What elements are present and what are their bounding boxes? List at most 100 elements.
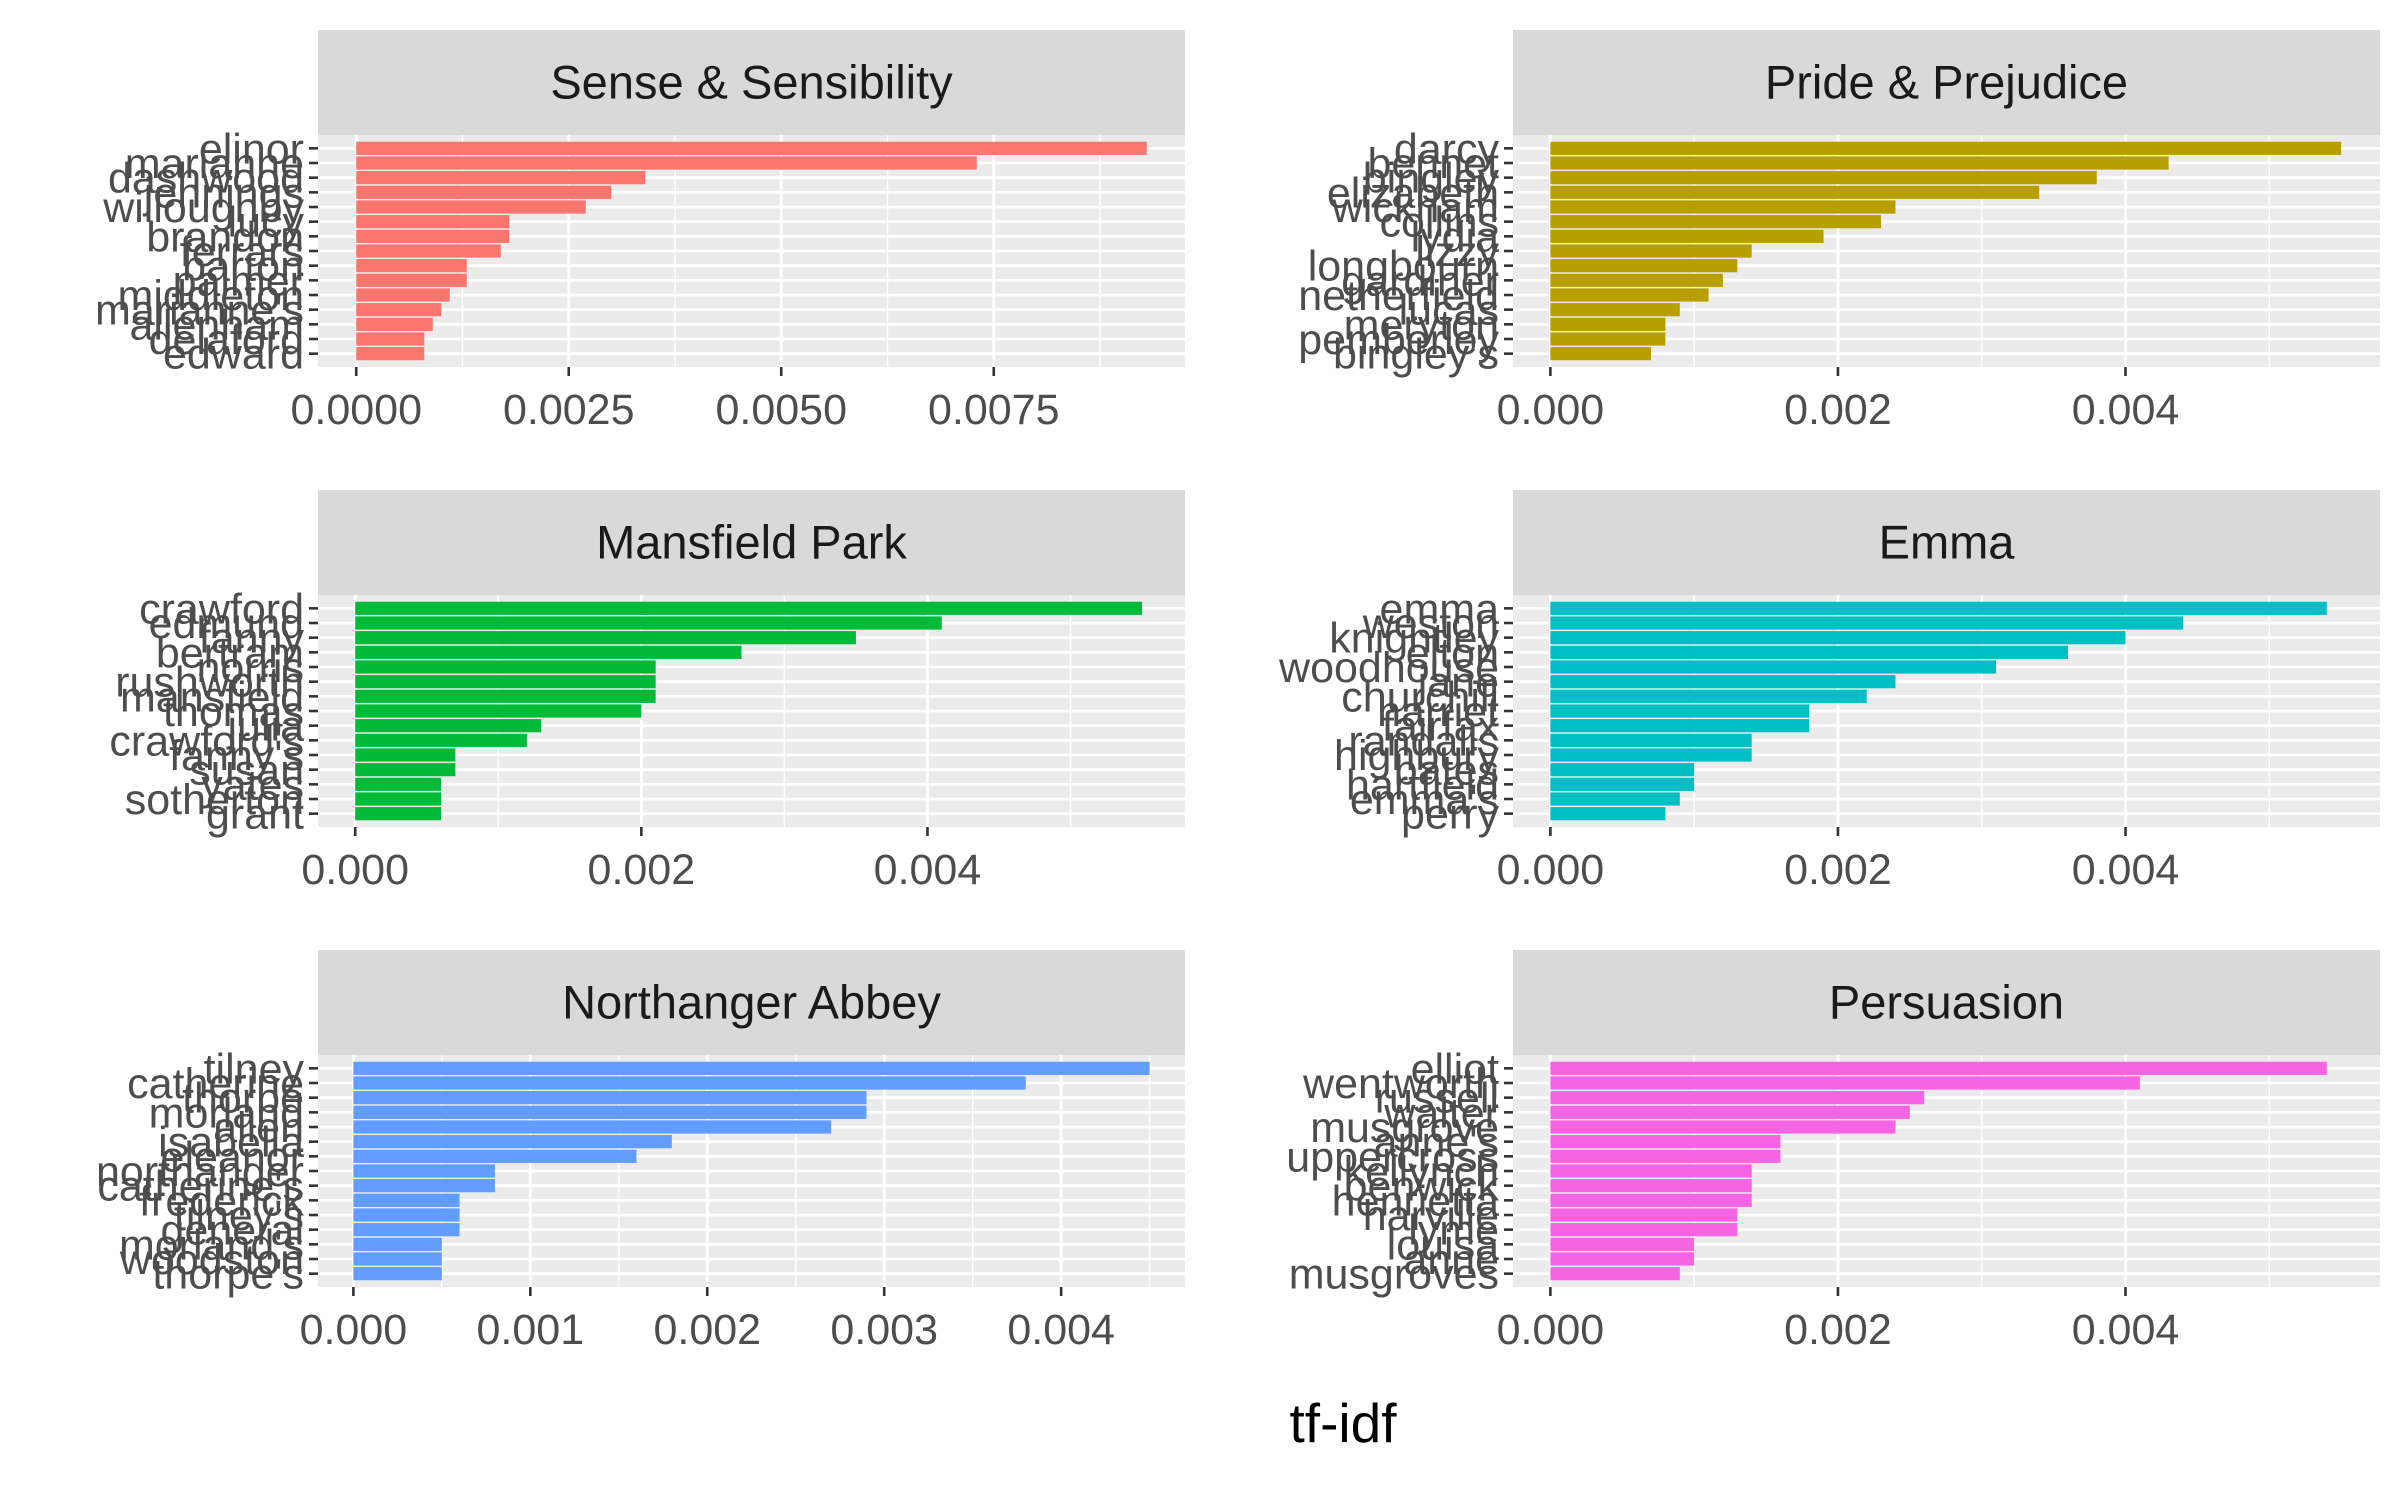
bar-palmer <box>356 273 467 287</box>
y-tick-label: norris <box>196 644 304 692</box>
bar-jennings <box>356 185 612 199</box>
bar-jane <box>1550 675 1896 689</box>
bar-ferrars <box>356 244 501 258</box>
y-tick-label: highbury <box>1334 732 1499 780</box>
bar-fairfax <box>1550 719 1810 733</box>
bar-elliot <box>1550 1061 2327 1075</box>
y-tick-label: lucy <box>228 199 305 247</box>
bar-crawford's <box>355 733 527 747</box>
facet-strip <box>318 30 1185 135</box>
x-tick-label: 0.004 <box>1007 1306 1115 1354</box>
x-tick-label: 0.000 <box>1497 386 1605 434</box>
bar-willoughby <box>356 200 586 214</box>
y-tick-label: morland <box>149 1089 304 1137</box>
bar-crawford <box>355 601 1143 615</box>
y-tick-label: julia <box>226 703 305 751</box>
y-tick-label: emma's <box>1350 776 1499 824</box>
bar-gardiner <box>1550 273 1723 287</box>
bar-bingley's <box>1550 347 1652 361</box>
bar-morland's <box>353 1237 442 1251</box>
x-tick-label: 0.0025 <box>503 386 635 434</box>
bar-thomas <box>355 704 642 718</box>
y-tick-label: fanny's <box>169 732 304 780</box>
y-tick-label: jennings <box>142 169 304 217</box>
y-tick-label: fanny <box>199 615 305 663</box>
bar-barton <box>356 259 467 273</box>
y-tick-label: frederick <box>139 1177 304 1225</box>
bar-tilney <box>353 1061 1150 1075</box>
bar-grant <box>355 807 442 821</box>
bar-bingley <box>1550 171 2097 185</box>
bar-thorpe's <box>353 1267 442 1281</box>
y-tick-label: yates <box>201 761 304 809</box>
y-tick-label: thomas <box>163 688 304 736</box>
bar-bates <box>1550 763 1695 777</box>
y-tick-label: elinor <box>199 125 304 173</box>
bar-highbury <box>1550 748 1752 762</box>
y-tick-label: bingley's <box>1333 331 1499 379</box>
bar-pemberley <box>1550 332 1666 346</box>
bar-catherine's <box>353 1179 495 1193</box>
bar-randalls <box>1550 733 1752 747</box>
y-tick-label: crawford <box>139 585 304 633</box>
bar-wentworth <box>1550 1076 2140 1090</box>
facet-strip <box>1513 490 2380 595</box>
x-tick-label: 0.002 <box>1784 1306 1892 1354</box>
bar-elton <box>1550 645 2068 659</box>
y-tick-label: woodhouse <box>1278 644 1499 692</box>
facet-panel-4: Emma emmawestonknightleyeltonwoodhousejan… <box>1278 490 2380 894</box>
y-tick-label: marianne's <box>95 287 304 335</box>
y-tick-label: eleanor <box>161 1133 304 1181</box>
x-tick-label: 0.004 <box>2072 846 2180 894</box>
facet-title: Sense & Sensibility <box>550 56 953 109</box>
y-tick-label: susan <box>189 747 304 795</box>
bar-benwick <box>1550 1179 1752 1193</box>
bar-thorpe <box>353 1091 867 1105</box>
bar-allen <box>353 1120 832 1134</box>
y-tick-label: thorpe's <box>152 1251 304 1299</box>
facet-strip <box>318 950 1185 1055</box>
bar-elizabeth <box>1550 185 2040 199</box>
y-tick-label: general <box>161 1207 304 1255</box>
bar-sotherton <box>355 792 442 806</box>
y-tick-label: delaford <box>149 316 304 364</box>
facet-title: Persuasion <box>1829 976 2064 1029</box>
x-tick-label: 0.000 <box>1497 1306 1605 1354</box>
y-tick-label: knightley <box>1329 615 1499 663</box>
y-tick-label: tilney's <box>174 1192 304 1240</box>
y-tick-label: wickham <box>1331 184 1499 232</box>
bar-meryton <box>1550 317 1666 331</box>
y-tick-label: pemberley <box>1298 316 1499 364</box>
bar-hartfield <box>1550 777 1695 791</box>
bar-delaford <box>356 332 425 346</box>
bar-frederick <box>353 1193 460 1207</box>
y-tick-label: churchill <box>1341 673 1499 721</box>
y-tick-label: barton <box>182 243 304 291</box>
y-tick-label: russell <box>1375 1075 1499 1123</box>
y-tick-label: hartfield <box>1346 761 1499 809</box>
bar-lizzy <box>1550 244 1752 258</box>
y-tick-label: allen <box>213 1104 304 1152</box>
y-tick-label: benwick <box>1344 1163 1500 1211</box>
y-tick-label: grant <box>206 791 304 839</box>
bar-julia <box>355 719 542 733</box>
y-tick-label: bates <box>1394 747 1499 795</box>
y-tick-label: lizzy <box>1415 228 1499 276</box>
bar-rushworth <box>355 675 656 689</box>
y-tick-label: harville <box>1363 1192 1499 1240</box>
x-tick-label: 0.002 <box>653 1306 761 1354</box>
y-tick-label: brandon <box>146 213 304 261</box>
bar-elinor <box>356 141 1147 155</box>
y-tick-label: meryton <box>1344 301 1499 349</box>
facet-panel-2: Pride & Prejudice darcybennetbingleyeliza… <box>1298 30 2380 434</box>
bar-northanger <box>353 1164 495 1178</box>
bar-musgroves <box>1550 1267 1680 1281</box>
y-tick-label: catherine's <box>97 1163 304 1211</box>
facet-title: Pride & Prejudice <box>1765 56 2128 109</box>
bar-catherine <box>353 1076 1026 1090</box>
y-tick-label: collins <box>1380 199 1500 247</box>
facet-strip <box>1513 950 2380 1055</box>
bar-longbourn <box>1550 259 1738 273</box>
bar-henrietta <box>1550 1193 1752 1207</box>
